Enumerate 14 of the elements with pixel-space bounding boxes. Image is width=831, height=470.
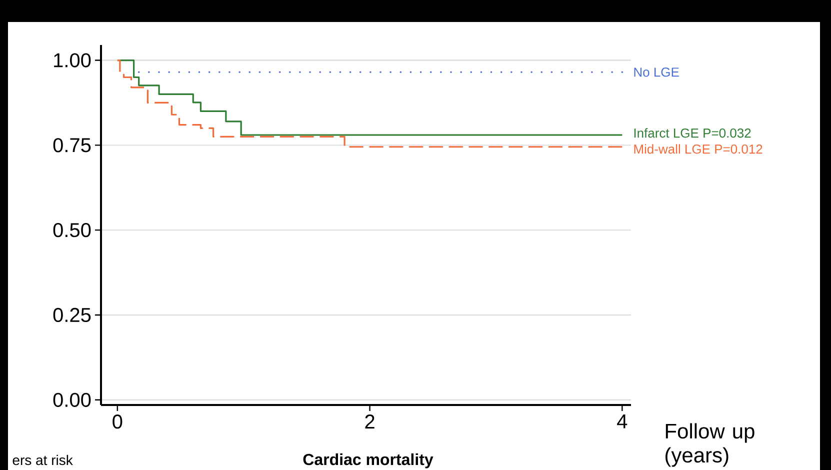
series-label: No LGE (634, 68, 679, 77)
y-tick-label: 0.25 (53, 308, 91, 322)
series-label: Infarct LGE P=0.032 (634, 128, 751, 138)
text: Cardiac mortality (303, 453, 434, 468)
x-axis-title: Follow up (years) (666, 423, 754, 467)
series-label: Mid-wall LGE P=0.012 (634, 144, 762, 154)
text: ers at risk (12, 454, 73, 466)
x-tick-label: 0 (112, 414, 122, 429)
y-tick-label: 0.50 (53, 223, 91, 238)
x-tick-label: 4 (617, 414, 628, 428)
x-tick-label: 2 (365, 414, 374, 428)
y-tick-label: 0.00 (53, 392, 91, 407)
y-tick-label: 1.00 (54, 53, 91, 68)
y-tick-label: 0.75 (53, 138, 91, 152)
